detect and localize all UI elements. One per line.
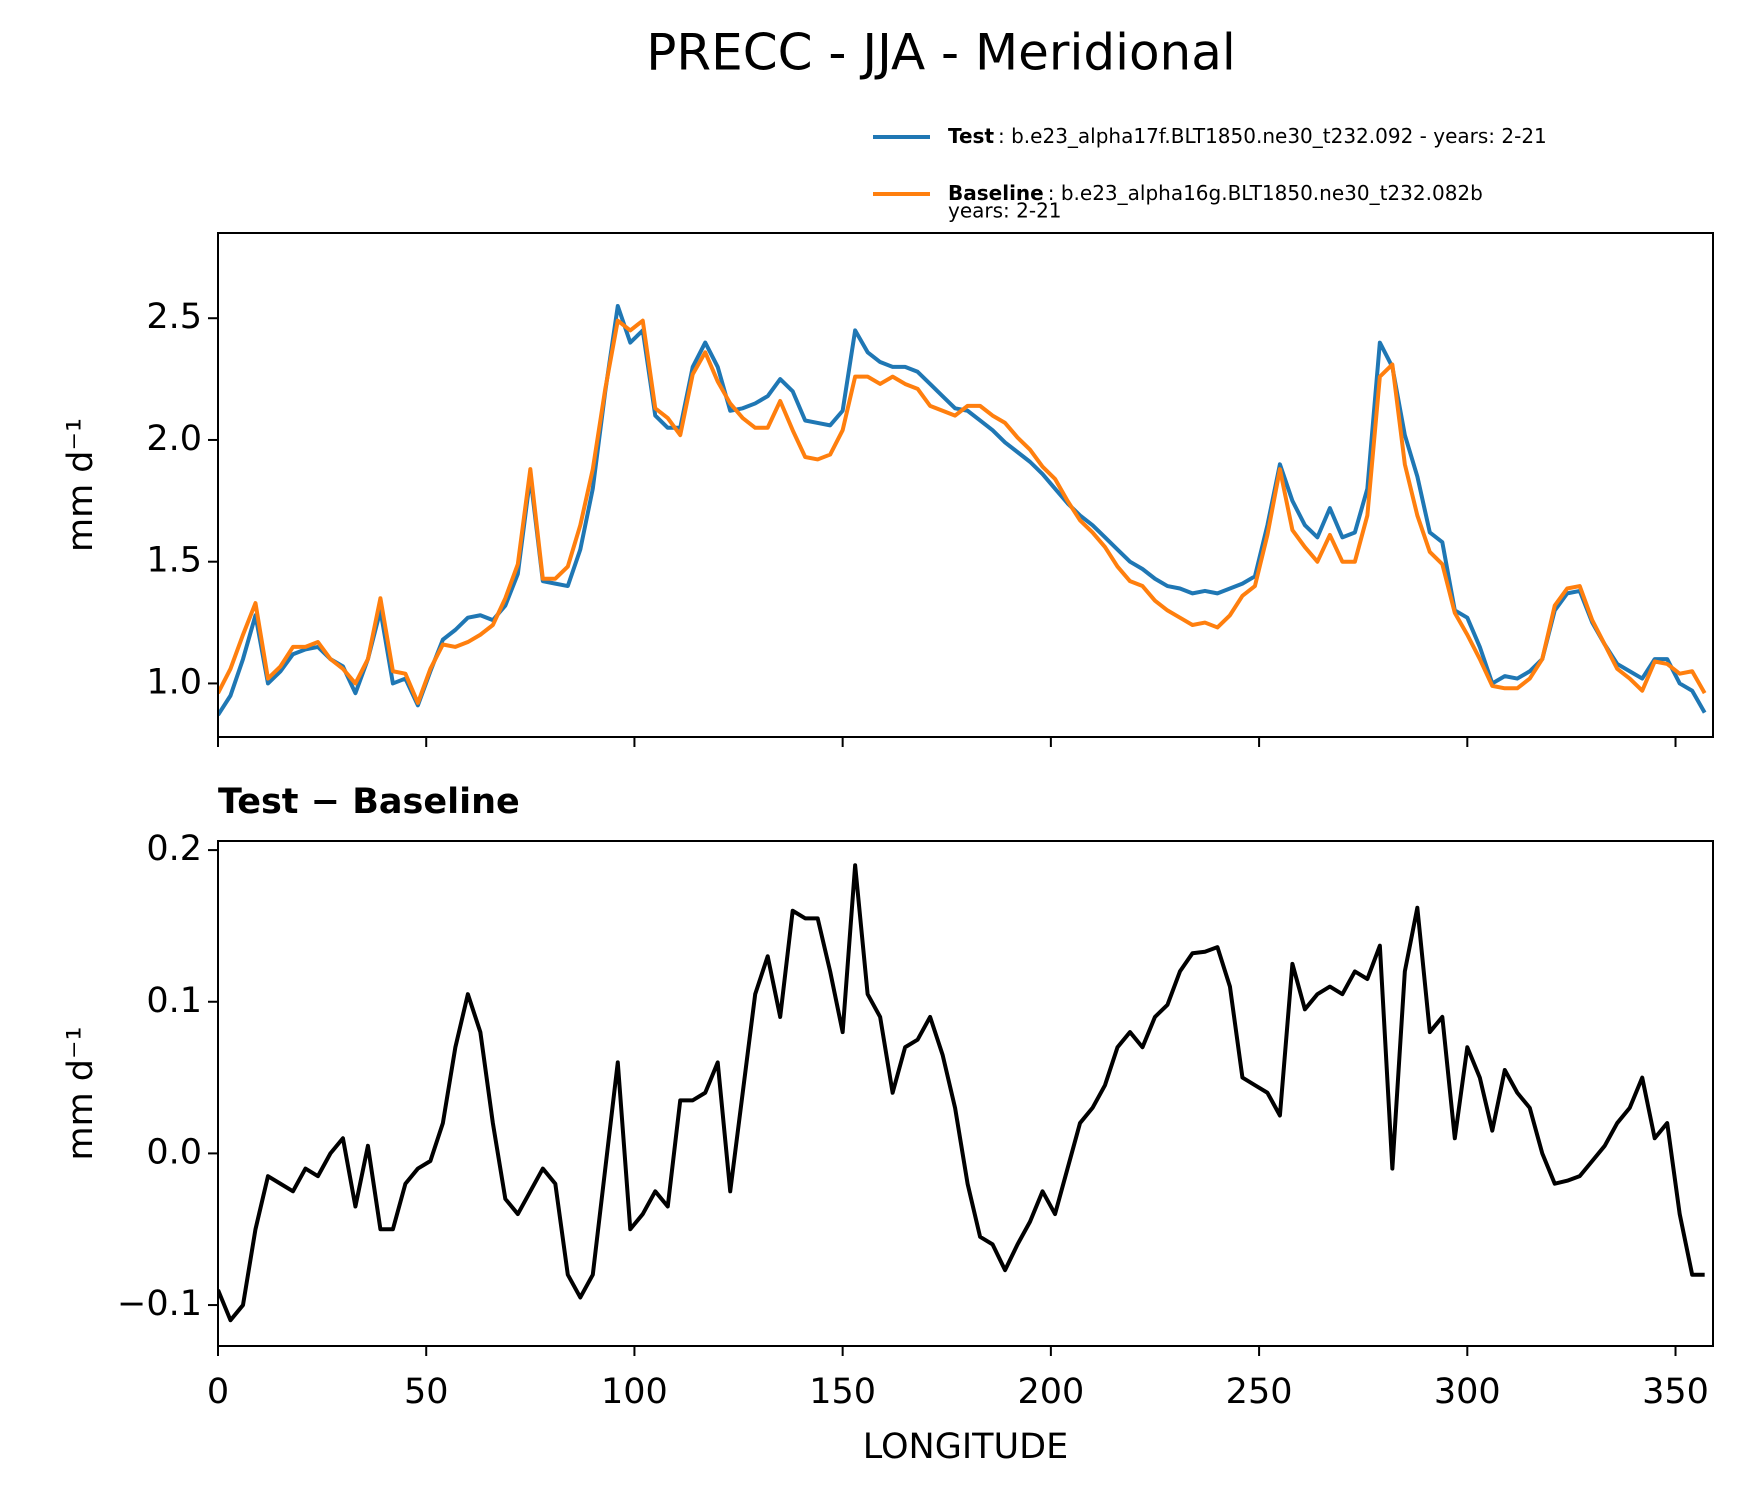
x-tick-label: 200 (1017, 1372, 1084, 1412)
y-tick-label: 1.5 (146, 541, 202, 581)
data-line (218, 863, 1705, 1323)
x-tick-label: 150 (809, 1372, 876, 1412)
legend-entry: Baseline: b.e23_alpha16g.BLT1850.ne30_t2… (948, 181, 1483, 205)
x-tick-label: 100 (601, 1372, 668, 1412)
y-tick-label: 0.1 (146, 981, 202, 1021)
x-tick-label: 350 (1642, 1372, 1709, 1412)
axes-frame (217, 232, 1714, 738)
x-axis-label: LONGITUDE (863, 1427, 1069, 1467)
y-tick-label: 2.0 (146, 419, 202, 459)
legend-description: : b.e23_alpha17f.BLT1850.ne30_t232.092 -… (998, 124, 1547, 148)
legend-description: years: 2-21 (948, 199, 1062, 223)
subplot-title: Test − Baseline (218, 782, 520, 822)
y-tick-label: 0.0 (146, 1132, 202, 1172)
data-line (218, 304, 1707, 717)
y-tick-label: 1.0 (146, 662, 202, 702)
legend-entry: Test: b.e23_alpha17f.BLT1850.ne30_t232.0… (948, 124, 1547, 148)
chart-title: PRECC - JJA - Meridional (646, 24, 1236, 82)
y-tick-label: 2.5 (146, 297, 202, 337)
y-axis-label: mm d⁻¹ (61, 1026, 101, 1160)
legend-name: Test (948, 124, 994, 148)
x-tick-label: 50 (404, 1372, 449, 1412)
legend-description: : b.e23_alpha16g.BLT1850.ne30_t232.082b (1048, 181, 1483, 205)
y-axis-label: mm d⁻¹ (61, 418, 101, 552)
x-tick-label: 0 (207, 1372, 229, 1412)
y-tick-label: −0.1 (117, 1284, 202, 1324)
x-tick-label: 300 (1434, 1372, 1501, 1412)
axes-frame (217, 840, 1714, 1347)
y-tick-label: 0.2 (146, 829, 202, 869)
data-line (218, 318, 1707, 705)
legend-name: Baseline (948, 181, 1044, 205)
x-tick-label: 250 (1226, 1372, 1293, 1412)
